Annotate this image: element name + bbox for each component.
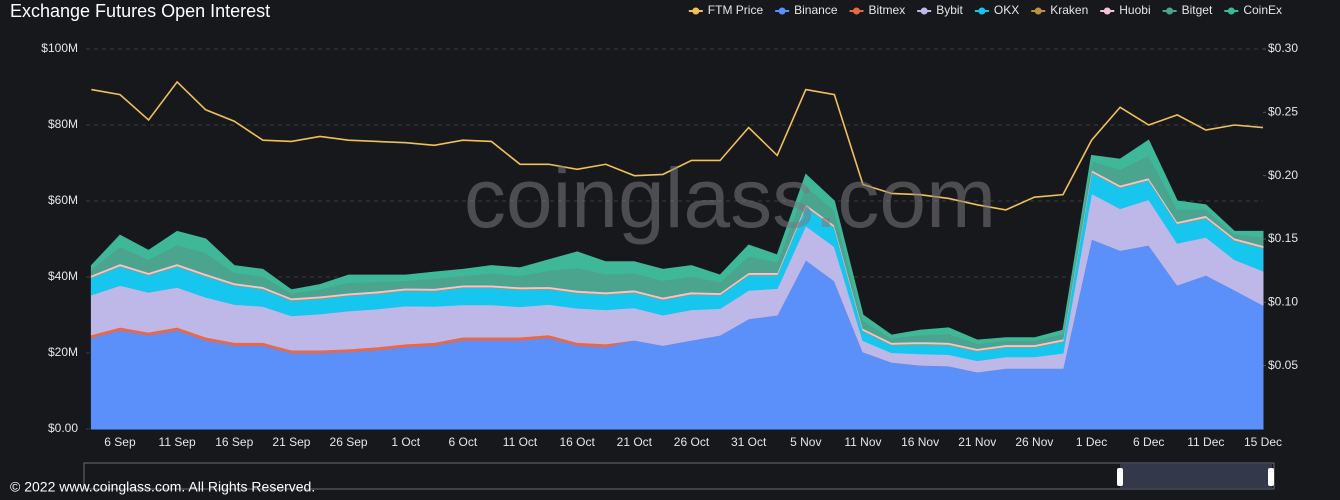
y-tick-label: $60M: [48, 193, 78, 207]
x-tick-label: 5 Nov: [790, 435, 821, 449]
legend-label[interactable]: Bybit: [936, 3, 963, 17]
legend-label[interactable]: Binance: [794, 3, 838, 17]
legend-icon: [1227, 7, 1235, 15]
plot: $0.00 $20M $40M $60M $80M $100M $0.05 $0.10 $0.1…: [41, 41, 1298, 449]
line: [91, 80, 1264, 211]
legend-icon: [1103, 7, 1111, 15]
x-tick-label: 31 Oct: [731, 435, 767, 449]
legend-icon: [853, 7, 861, 15]
x-tick-label: 11 Dec: [1187, 435, 1224, 449]
x-tick-label: 26 Nov: [1015, 435, 1053, 449]
navigator[interactable]: [83, 462, 1275, 490]
x-tick-label: 15 Dec: [1244, 435, 1282, 449]
x-tick-label: 11 Nov: [844, 435, 881, 449]
chart-title: Exchange Futures Open Interest: [10, 1, 270, 21]
navigator-handle[interactable]: [1117, 468, 1123, 486]
legend-label[interactable]: Kraken: [1050, 3, 1088, 17]
legend-icon: [1034, 7, 1042, 15]
y-tick-label: $40M: [48, 269, 78, 283]
y-tick-label: $80M: [48, 117, 78, 131]
legend-label[interactable]: Bitget: [1182, 3, 1213, 17]
x-tick-label: 11 Oct: [503, 435, 538, 449]
legend-icon: [692, 7, 700, 15]
x-tick-label: 21 Sep: [272, 435, 310, 449]
y-tick-label: $100M: [41, 41, 78, 55]
x-tick-label: 16 Oct: [560, 435, 596, 449]
x-tick-label: 21 Nov: [958, 435, 996, 449]
legend-icon: [920, 7, 928, 15]
x-tick-label: 6 Oct: [449, 435, 478, 449]
x-tick-label: 6 Sep: [104, 435, 136, 449]
x-tick-label: 26 Oct: [674, 435, 710, 449]
y2-tick-label: $0.25: [1268, 105, 1298, 119]
x-tick-label: 11 Sep: [159, 435, 196, 449]
x-tick-label: 16 Nov: [901, 435, 939, 449]
y2-tick-label: $0.30: [1268, 41, 1298, 55]
navigator-handle[interactable]: [1268, 468, 1274, 486]
legend-icon: [978, 7, 986, 15]
x-tick-label: 1 Dec: [1076, 435, 1107, 449]
legend-label[interactable]: Huobi: [1119, 3, 1150, 17]
y2-tick-label: $0.05: [1268, 358, 1298, 372]
x-tick-label: 1 Oct: [391, 435, 420, 449]
legend-label[interactable]: CoinEx: [1243, 3, 1282, 17]
legend-label[interactable]: OKX: [994, 3, 1019, 17]
x-tick-label: 21 Oct: [617, 435, 653, 449]
legend-label[interactable]: FTM Price: [708, 3, 764, 17]
footer: © 2022 www.coinglass.com. All Rights Res…: [10, 479, 315, 495]
y2-tick-label: $0.10: [1268, 295, 1298, 309]
x-tick-label: 16 Sep: [215, 435, 253, 449]
legend-label[interactable]: Bitmex: [869, 3, 906, 17]
navigator-window[interactable]: [1120, 463, 1272, 489]
y-tick-label: $0.00: [48, 421, 78, 435]
y2-tick-label: $0.15: [1268, 231, 1298, 245]
y-tick-label: $20M: [48, 345, 78, 359]
legend-icon: [778, 7, 786, 15]
x-tick-label: 26 Sep: [330, 435, 368, 449]
y2-tick-label: $0.20: [1268, 168, 1298, 182]
legend-icon: [1166, 7, 1174, 15]
watermark: coinglass.com: [464, 151, 996, 245]
x-tick-label: 6 Dec: [1133, 435, 1164, 449]
area: [90, 139, 1264, 345]
legend: FTM Price Binance Bitmex Bybit OKX Kraken Huob…: [688, 3, 1282, 17]
